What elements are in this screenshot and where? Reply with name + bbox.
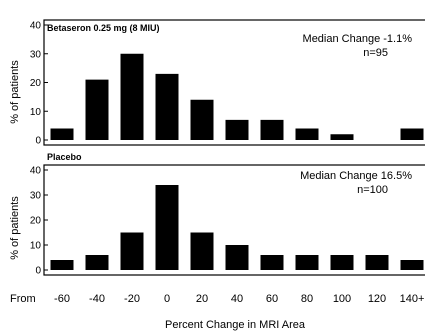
median-change-label: Median Change 16.5% <box>300 170 412 182</box>
x-tick-label: -60 <box>54 293 70 305</box>
median-change-label: Median Change -1.1% <box>303 33 413 45</box>
x-tick-labels: -60 -40 -20 0 20 40 60 80 100 120 140+ <box>54 293 424 305</box>
y-ticks: 0 10 20 30 40 <box>30 21 48 147</box>
bar <box>50 260 74 270</box>
panel-betaseron: Betaseron 0.25 mg (8 MIU) Median Change … <box>9 19 425 147</box>
x-axis-title: Percent Change in MRI Area <box>165 319 306 331</box>
panel-title: Betaseron 0.25 mg (8 MIU) <box>47 23 160 33</box>
bar <box>85 79 109 140</box>
sample-size-label: n=100 <box>357 184 388 196</box>
x-tick-label: -40 <box>89 293 105 305</box>
bar <box>190 232 214 270</box>
x-tick-label: 60 <box>266 293 278 305</box>
y-tick-label: 40 <box>30 21 42 32</box>
bar <box>260 255 284 270</box>
panel-title: Placebo <box>47 152 82 162</box>
bar <box>225 245 249 270</box>
x-tick-label: 0 <box>164 293 170 305</box>
y-tick-label: 0 <box>35 266 41 277</box>
bar <box>295 128 319 140</box>
y-tick-label: 30 <box>30 49 42 60</box>
bar <box>365 255 389 270</box>
y-ticks: 0 10 20 30 40 <box>30 166 48 277</box>
bar <box>190 99 214 140</box>
sample-size-label: n=95 <box>363 47 388 59</box>
x-tick-label: -20 <box>124 293 140 305</box>
bar <box>155 73 179 140</box>
bar <box>330 255 354 270</box>
bar-series <box>50 185 424 270</box>
y-tick-label: 20 <box>30 78 42 89</box>
x-tick-label: 140+ <box>400 293 425 305</box>
bar <box>295 255 319 270</box>
y-tick-label: 10 <box>30 241 42 252</box>
y-tick-label: 10 <box>30 107 42 118</box>
x-tick-label: 80 <box>301 293 313 305</box>
bar <box>400 260 424 270</box>
y-tick-label: 20 <box>30 216 42 227</box>
bar <box>225 119 249 140</box>
x-axis-from-label: From <box>10 293 36 305</box>
y-tick-label: 0 <box>35 136 41 147</box>
bar <box>330 134 354 140</box>
y-tick-label: 40 <box>30 166 42 177</box>
bar <box>155 185 179 270</box>
y-axis-title: % of patients <box>9 196 21 260</box>
panel-placebo: Placebo Median Change 16.5% n=100 % of p… <box>9 152 425 277</box>
x-tick-label: 120 <box>368 293 386 305</box>
bar <box>120 232 144 270</box>
bar <box>400 128 424 140</box>
bar-series <box>50 53 424 140</box>
bar <box>260 119 284 140</box>
y-axis-title: % of patients <box>9 60 21 124</box>
bar <box>120 53 144 140</box>
y-tick-label: 30 <box>30 191 42 202</box>
x-tick-label: 20 <box>196 293 208 305</box>
x-tick-label: 40 <box>231 293 243 305</box>
bar <box>85 255 109 270</box>
x-tick-label: 100 <box>333 293 351 305</box>
bar <box>50 128 74 140</box>
